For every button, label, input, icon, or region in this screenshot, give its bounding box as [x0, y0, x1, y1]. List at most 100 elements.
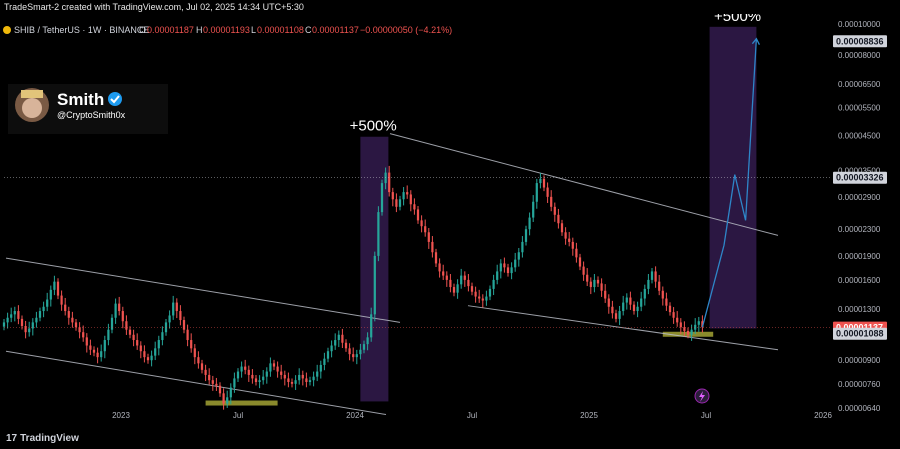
candle-body[interactable] — [103, 340, 106, 352]
candle-body[interactable] — [614, 313, 618, 319]
candle-body[interactable] — [586, 274, 589, 282]
candle-body[interactable] — [287, 378, 290, 383]
candle-body[interactable] — [438, 263, 441, 272]
candle-body[interactable] — [413, 204, 416, 210]
candle-body[interactable] — [161, 332, 164, 341]
candle-body[interactable] — [532, 201, 535, 218]
candle-body[interactable] — [607, 298, 610, 307]
candle-body[interactable] — [431, 241, 434, 253]
resistance-price-badge[interactable] — [833, 171, 887, 184]
candle-body[interactable] — [128, 329, 132, 335]
time-axis[interactable]: 2023 Jul 2024 Jul 2025 Jul 2026 — [112, 411, 832, 420]
candle-body[interactable] — [276, 366, 279, 372]
candle-body[interactable] — [564, 232, 567, 239]
candle-body[interactable] — [366, 337, 369, 345]
candle-body[interactable] — [701, 321, 704, 328]
candle-body[interactable] — [686, 330, 690, 335]
candle-body[interactable] — [114, 303, 117, 318]
candle-body[interactable] — [683, 327, 686, 331]
candle-body[interactable] — [560, 223, 564, 233]
candle-body[interactable] — [488, 288, 492, 297]
candle-body[interactable] — [89, 345, 92, 350]
candle-body[interactable] — [665, 298, 668, 306]
candle-body[interactable] — [290, 382, 294, 384]
candle-body[interactable] — [643, 288, 646, 299]
candle-body[interactable] — [247, 369, 250, 375]
candle-body[interactable] — [510, 267, 513, 274]
candle-body[interactable] — [215, 383, 218, 386]
candle-body[interactable] — [64, 304, 67, 312]
support-zone-2023[interactable] — [205, 400, 278, 406]
candle-body[interactable] — [506, 267, 510, 274]
candle-body[interactable] — [269, 363, 272, 372]
candle-body[interactable] — [478, 296, 481, 299]
candle-body[interactable] — [625, 297, 628, 303]
candle-body[interactable] — [373, 255, 376, 315]
candle-body[interactable] — [305, 378, 308, 383]
candle-body[interactable] — [233, 378, 236, 388]
candle-body[interactable] — [632, 304, 636, 312]
candle-body[interactable] — [82, 332, 85, 338]
candle-body[interactable] — [452, 287, 456, 293]
candle-body[interactable] — [13, 311, 16, 315]
channel-upper-new[interactable] — [389, 133, 779, 236]
candle-body[interactable] — [38, 311, 42, 318]
candle-body[interactable] — [301, 374, 304, 379]
candle-body[interactable] — [463, 275, 466, 280]
candle-body[interactable] — [640, 298, 643, 307]
candle-body[interactable] — [514, 259, 517, 268]
candle-body[interactable] — [395, 199, 398, 207]
candle-body[interactable] — [46, 299, 49, 307]
candle-body[interactable] — [499, 263, 502, 272]
candle-body[interactable] — [406, 192, 409, 195]
candle-body[interactable] — [456, 284, 459, 293]
candle-body[interactable] — [323, 358, 326, 365]
candle-body[interactable] — [661, 290, 664, 299]
candle-body[interactable] — [604, 290, 607, 299]
candle-body[interactable] — [553, 206, 556, 215]
candle-body[interactable] — [528, 217, 531, 230]
candle-body[interactable] — [218, 385, 222, 394]
candle-body[interactable] — [67, 311, 70, 318]
candle-body[interactable] — [53, 281, 56, 290]
candle-body[interactable] — [92, 349, 96, 353]
candle-body[interactable] — [265, 371, 268, 377]
candle-body[interactable] — [647, 279, 650, 289]
candle-body[interactable] — [391, 192, 394, 200]
candle-body[interactable] — [571, 241, 574, 249]
candle-body[interactable] — [35, 317, 38, 323]
candle-body[interactable] — [71, 317, 74, 323]
candle-body[interactable] — [600, 283, 603, 291]
candle-body[interactable] — [132, 334, 135, 341]
candle-body[interactable] — [445, 275, 448, 280]
candle-body[interactable] — [694, 324, 697, 330]
candle-body[interactable] — [294, 380, 297, 384]
candle-body[interactable] — [125, 321, 128, 330]
candle-body[interactable] — [402, 192, 405, 200]
price-chart[interactable]: SHIB / TetherUS · 1W · BINANCE O 0.00001… — [0, 14, 900, 428]
candle-body[interactable] — [143, 351, 146, 358]
candle-body[interactable] — [168, 315, 171, 323]
candle-body[interactable] — [326, 351, 330, 359]
candle-body[interactable] — [550, 196, 553, 207]
candle-body[interactable] — [636, 306, 639, 312]
candle-body[interactable] — [107, 329, 110, 341]
candle-body[interactable] — [316, 371, 319, 377]
candle-body[interactable] — [208, 374, 211, 381]
candle-body[interactable] — [546, 187, 549, 197]
candle-body[interactable] — [56, 281, 60, 296]
candle-body[interactable] — [110, 317, 114, 330]
candle-body[interactable] — [312, 376, 315, 381]
candle-body[interactable] — [31, 322, 34, 329]
candle-body[interactable] — [211, 380, 214, 384]
candle-body[interactable] — [535, 183, 538, 202]
candle-body[interactable] — [96, 352, 99, 358]
channel-upper-old[interactable] — [5, 257, 401, 323]
candle-body[interactable] — [467, 279, 470, 287]
candle-body[interactable] — [42, 306, 45, 312]
candle-body[interactable] — [470, 286, 474, 292]
candle-body[interactable] — [355, 354, 358, 358]
candle-body[interactable] — [658, 281, 661, 291]
candle-body[interactable] — [298, 374, 301, 381]
price-axis[interactable]: 0.00010000 0.00008000 0.00006500 0.00005500… — [838, 20, 881, 413]
